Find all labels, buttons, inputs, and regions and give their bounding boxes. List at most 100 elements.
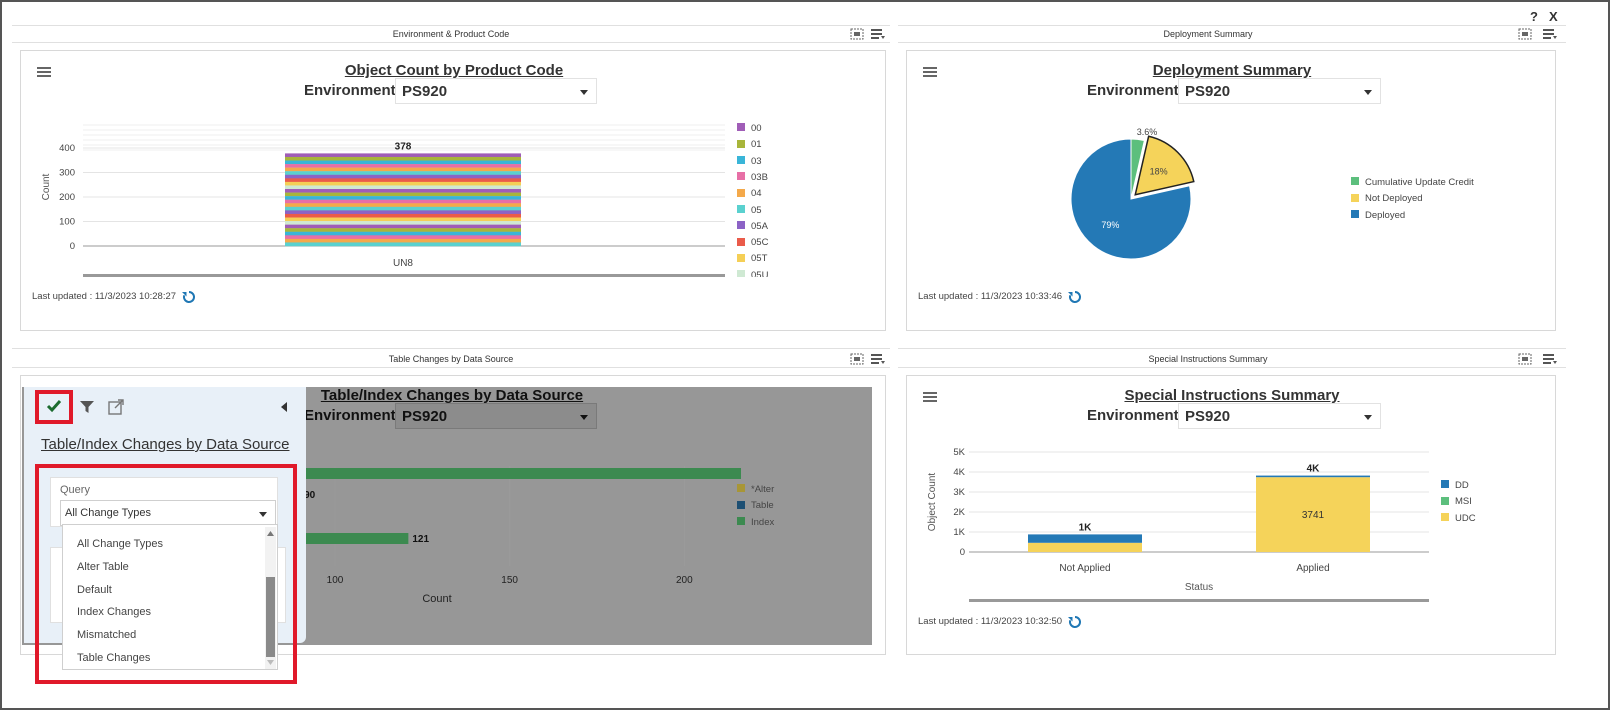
legend-item[interactable]: 05U [737, 270, 768, 277]
legend-item[interactable]: Table [737, 500, 774, 511]
dropdown-option[interactable]: Alter Table [77, 561, 129, 573]
bar-value-label: 90 [304, 490, 316, 501]
bar-segment [285, 196, 521, 200]
refresh-icon[interactable] [1067, 289, 1083, 305]
scroll-down-icon[interactable] [267, 660, 274, 665]
y-tick-label: 400 [59, 143, 75, 154]
x-axis-title: Count [422, 593, 451, 605]
dropdown-scrollbar[interactable] [265, 527, 276, 669]
x-tick-label: 200 [676, 575, 693, 586]
query-dropdown-list[interactable]: All Change Types Alter Table Default Ind… [62, 524, 278, 670]
apply-check-icon[interactable] [46, 399, 62, 413]
bar-inner-label: 3741 [1302, 510, 1325, 521]
legend-label: 05 [751, 204, 762, 216]
y-axis-title: Object Count [927, 473, 938, 532]
x-axis-title: Status [1185, 582, 1213, 593]
environment-select[interactable]: PS920 [1178, 78, 1381, 104]
pie-data-label: 3.6% [1137, 127, 1158, 137]
legend-item[interactable]: Index [737, 517, 774, 528]
chart-title[interactable]: Object Count by Product Code [344, 62, 564, 79]
pane-menu-icon[interactable] [871, 28, 885, 40]
legend-swatch [737, 204, 745, 213]
legend-label: 04 [751, 188, 762, 200]
collapse-panel-icon[interactable] [280, 402, 288, 412]
bar-segment [285, 228, 521, 232]
export-icon[interactable] [108, 399, 125, 415]
chart-menu-icon[interactable] [923, 392, 937, 402]
refresh-icon[interactable] [1067, 614, 1083, 630]
x-tick-label: Not Applied [1059, 563, 1110, 574]
product-code-chart: 0 100 200 300 400 Count 378 UN8 [41, 124, 725, 269]
chart-title[interactable]: Special Instructions Summary [1124, 387, 1340, 404]
dropdown-option[interactable]: Default [77, 584, 112, 596]
chart-scrollbar[interactable] [83, 274, 725, 277]
y-tick-label: 0 [960, 547, 965, 558]
legend-swatch [737, 172, 745, 181]
bar-total-label: 4K [1307, 464, 1321, 475]
dropdown-option[interactable]: Table Changes [77, 652, 151, 664]
table-changes-legend: *Alter Table Index [737, 484, 867, 544]
legend-item[interactable]: 05T [737, 253, 767, 264]
environment-select[interactable]: PS920 [395, 403, 597, 429]
legend-item[interactable]: Deployed [1351, 210, 1405, 221]
query-select[interactable]: All Change Types [60, 500, 276, 526]
maximize-icon[interactable] [850, 353, 864, 365]
maximize-icon[interactable] [1518, 353, 1532, 365]
bar-segment [285, 189, 521, 193]
bar-segment [285, 199, 521, 204]
pane-divider [898, 42, 1566, 43]
legend-item[interactable]: 03 [737, 156, 762, 167]
dropdown-option[interactable]: Index Changes [77, 606, 151, 618]
legend-item[interactable]: 01 [737, 139, 762, 150]
chart-scrollbar[interactable] [969, 599, 1429, 602]
bar-segment [285, 156, 521, 161]
environment-select[interactable]: PS920 [1178, 403, 1381, 429]
pane-title-product-code: Environment & Product Code [392, 29, 510, 39]
maximize-icon[interactable] [1518, 28, 1532, 40]
side-panel-title-link[interactable]: Table/Index Changes by Data Source [41, 436, 290, 453]
scroll-up-icon[interactable] [267, 531, 274, 536]
dropdown-option[interactable]: All Change Types [77, 538, 164, 550]
pane-menu-icon[interactable] [871, 353, 885, 365]
query-label: Query [60, 484, 90, 496]
legend-label: 05U [751, 269, 769, 277]
x-tick-label: Applied [1296, 563, 1329, 574]
bar-segment [285, 178, 521, 183]
environment-select[interactable]: PS920 [395, 78, 597, 104]
scrollbar-thumb[interactable] [266, 577, 275, 657]
bar-segment [285, 235, 521, 240]
bar-segment [285, 174, 521, 179]
filter-icon[interactable] [80, 400, 94, 414]
chart-title[interactable]: Table/Index Changes by Data Source [320, 387, 584, 404]
maximize-icon[interactable] [850, 28, 864, 40]
legend-item[interactable]: *Alter [737, 484, 774, 495]
close-button[interactable]: X [1549, 9, 1558, 24]
refresh-icon[interactable] [181, 289, 197, 305]
legend-item[interactable]: 05 [737, 205, 762, 216]
legend-item[interactable]: 04 [737, 188, 762, 199]
legend-item[interactable]: UDC [1441, 513, 1476, 524]
legend-label: 01 [751, 139, 762, 151]
bar-segment [285, 181, 521, 186]
legend-item[interactable]: Cumulative Update Credit [1351, 177, 1474, 188]
pane-menu-icon[interactable] [1543, 353, 1557, 365]
legend-swatch [737, 237, 745, 246]
legend-item[interactable]: 03B [737, 172, 768, 183]
legend-item[interactable]: DD [1441, 480, 1469, 491]
chart-menu-icon[interactable] [923, 67, 937, 77]
legend-swatch [737, 500, 745, 509]
dropdown-option[interactable]: Mismatched [77, 629, 137, 641]
chart-menu-icon[interactable] [37, 67, 51, 77]
help-button[interactable]: ? [1530, 9, 1538, 24]
legend-item[interactable]: 00 [737, 123, 762, 134]
y-tick-label: 1K [953, 527, 965, 538]
legend-item[interactable]: 05C [737, 237, 768, 248]
deployment-pie: 3.6% 18% 79% [1070, 127, 1195, 260]
legend-item[interactable]: MSI [1441, 496, 1472, 507]
chart-title[interactable]: Deployment Summary [1152, 62, 1312, 79]
deployment-legend: Cumulative Update Credit Not Deployed Depl… [1351, 177, 1551, 237]
bar-segment [285, 203, 521, 208]
legend-item[interactable]: Not Deployed [1351, 193, 1423, 204]
legend-item[interactable]: 05A [737, 221, 768, 232]
pane-menu-icon[interactable] [1543, 28, 1557, 40]
